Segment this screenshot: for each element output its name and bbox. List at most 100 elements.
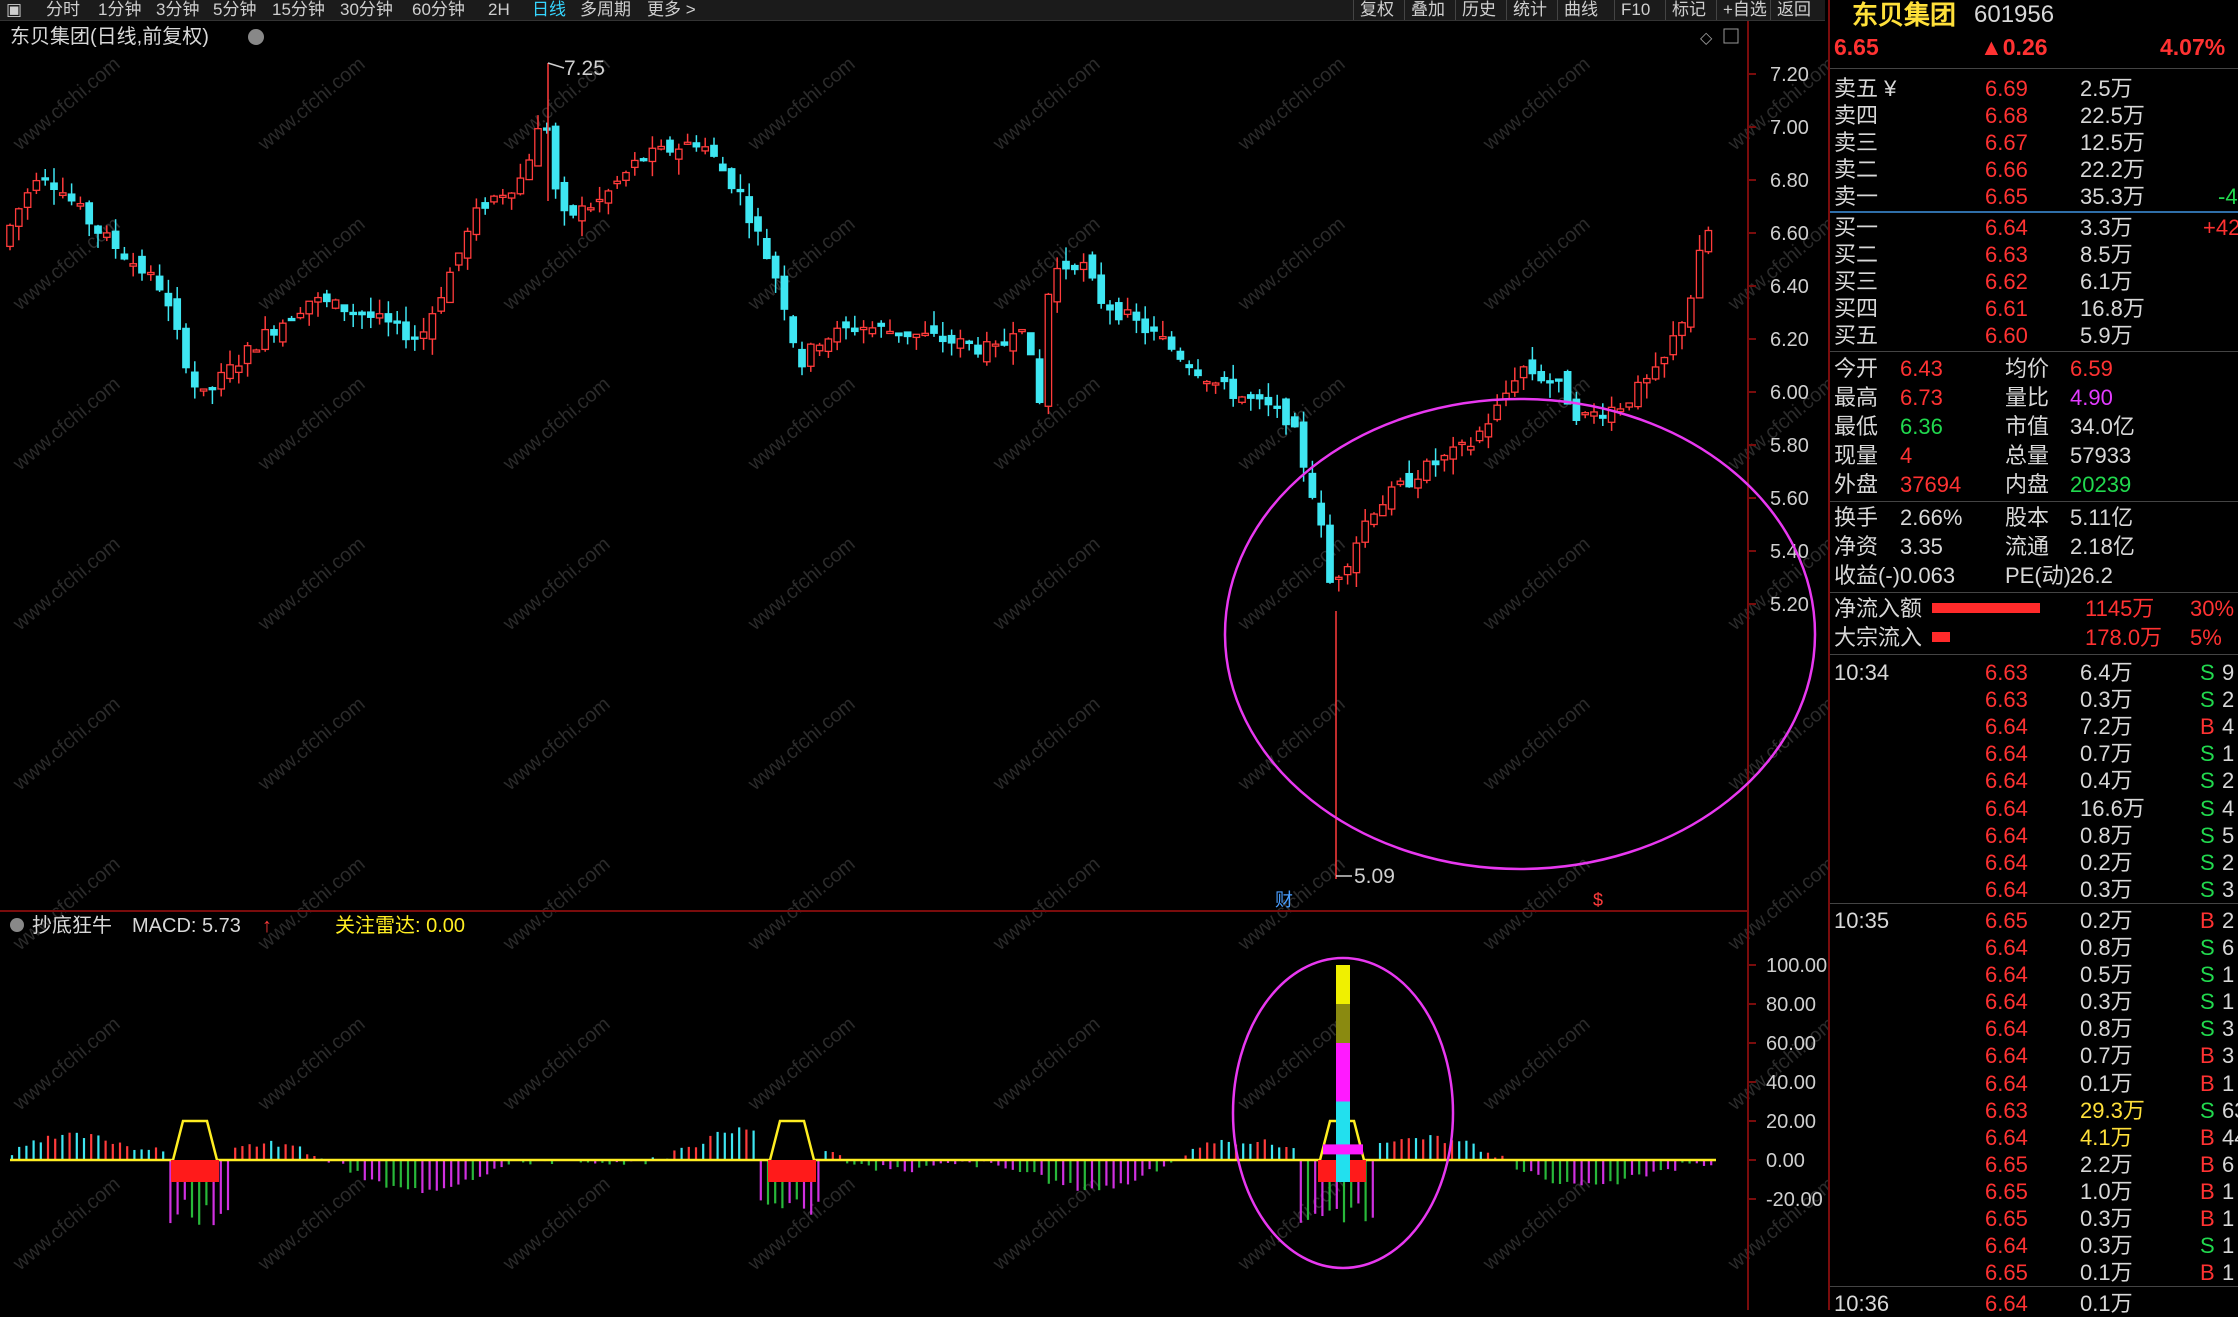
watermark-text: www.cfchi.com <box>988 853 1104 956</box>
period-tab-8[interactable]: 日线 <box>532 0 566 19</box>
period-tab-9[interactable]: 多周期 <box>580 0 631 19</box>
period-tab-1[interactable]: 1分钟 <box>98 0 142 19</box>
candle-body <box>850 327 859 333</box>
candle-body <box>1220 376 1229 383</box>
indicator-tick-1: 80.00 <box>1766 994 1816 1016</box>
candle-body <box>428 313 437 340</box>
last-price: 6.65 <box>1834 34 1879 60</box>
candle-body <box>1519 366 1528 379</box>
toolbar-button-5[interactable]: F10 <box>1614 0 1656 20</box>
period-tab-6[interactable]: 60分钟 <box>412 0 465 19</box>
candle-body <box>604 190 613 204</box>
finance-marker[interactable]: 财 <box>1275 890 1293 910</box>
stat-row: 换手 2.66% 股本 5.11亿 <box>1834 505 2134 530</box>
watermark-text: www.cfchi.com <box>253 853 369 956</box>
indicator-settings-icon[interactable] <box>10 918 24 932</box>
tick-row: 6.65 1.0万 B 1 <box>1985 1178 2235 1204</box>
candle-body <box>1642 377 1651 384</box>
candle-body <box>1475 430 1484 442</box>
stock-name: 东贝集团 <box>1852 0 1957 30</box>
candle-body <box>903 331 912 338</box>
candle-body <box>1554 378 1563 382</box>
indicator-tick-2: 60.00 <box>1766 1033 1816 1055</box>
radar-bar-cyan <box>1336 1101 1350 1182</box>
candle-body <box>1343 565 1352 576</box>
toolbar-button-0[interactable]: 复权 <box>1353 0 1400 20</box>
price-tick-9: 5.40 <box>1770 541 1809 563</box>
candle-body <box>1290 416 1299 428</box>
grid-lines <box>1748 73 1756 605</box>
watermark-text: www.cfchi.com <box>1233 213 1349 316</box>
price-tick-10: 5.20 <box>1770 594 1809 616</box>
bid-row: 买五 6.60 5.9万 <box>1834 323 2133 348</box>
toolbar-button-2[interactable]: 历史 <box>1455 0 1502 20</box>
watermark-text: www.cfchi.com <box>8 53 124 156</box>
candle-body <box>692 142 701 148</box>
kline-chart[interactable]: www.cfchi.com www.cfchi.com www.cfchi.com w… <box>0 21 1828 1310</box>
period-tab-10[interactable]: 更多 > <box>647 0 696 19</box>
chart-title: 东贝集团(日线,前复权) <box>10 25 209 48</box>
toolbar-button-4[interactable]: 曲线 <box>1557 0 1604 20</box>
candle-body <box>1123 309 1132 316</box>
period-tab-7[interactable]: 2H <box>488 0 510 19</box>
toolbar-button-3[interactable]: 统计 <box>1506 0 1553 20</box>
tick-row: 6.65 0.3万 B 1 <box>1985 1206 2235 1231</box>
candle-body <box>1150 326 1158 332</box>
candle-body <box>402 321 410 341</box>
toolbar-button-7[interactable]: +自选 <box>1716 0 1773 20</box>
toolbar-button-6[interactable]: 标记 <box>1665 0 1712 20</box>
settings-icon[interactable] <box>248 29 264 45</box>
watermark-text: www.cfchi.com <box>253 533 369 636</box>
indicator-axis: 100.00 80.00 60.00 40.00 20.00 0.00 -20.00 <box>1748 955 1827 1211</box>
period-tab-3[interactable]: 5分钟 <box>213 0 257 19</box>
candle-body <box>886 330 894 335</box>
menu-icon[interactable]: ▣ <box>6 0 23 19</box>
period-tab-5[interactable]: 30分钟 <box>340 0 393 19</box>
tick-row: 6.65 0.1万 B 1 <box>1985 1260 2235 1286</box>
quote-panel: 东贝集团 601956 6.65 ▲0.26 4.07% 卖五 ¥6.69 2.5… <box>1828 0 2238 1316</box>
watermark-text: www.cfchi.com <box>1723 853 1828 956</box>
price-tick-0: 7.20 <box>1770 64 1809 86</box>
candle-body <box>683 141 692 145</box>
candle-body <box>507 192 516 199</box>
toolbar-button-1[interactable]: 叠加 <box>1404 0 1451 20</box>
candle-body <box>331 299 340 309</box>
toolbar-button-8[interactable]: 返回 <box>1770 0 1817 20</box>
watermark-text: www.cfchi.com <box>743 693 859 796</box>
event-marker[interactable]: $ <box>1593 890 1603 910</box>
candle-body <box>1695 249 1704 299</box>
window-icon[interactable] <box>1723 28 1739 44</box>
candle-body <box>1299 421 1308 468</box>
candle-body <box>208 387 217 391</box>
candle-body <box>1273 405 1282 409</box>
watermark-text: www.cfchi.com <box>743 53 859 156</box>
candle-body <box>23 192 32 209</box>
candle-body <box>1449 446 1458 460</box>
period-tab-0[interactable]: 分时 <box>46 0 80 19</box>
candle-body <box>868 327 877 335</box>
candle-body <box>6 224 14 248</box>
watermark-text: www.cfchi.com <box>1478 53 1594 156</box>
candle-body <box>569 205 578 216</box>
indicator-tick-0: 100.00 <box>1766 955 1827 977</box>
candle-body <box>120 253 129 260</box>
candle-body <box>472 207 481 236</box>
candle-body <box>956 338 965 349</box>
indicator-tick-3: 40.00 <box>1766 1072 1816 1094</box>
price-tick-5: 6.20 <box>1770 329 1809 351</box>
diamond-icon[interactable]: ◇ <box>1700 30 1713 47</box>
price-tick-7: 5.80 <box>1770 435 1809 457</box>
candle-body <box>146 271 155 276</box>
watermark-text: www.cfchi.com <box>743 1013 859 1116</box>
low-label: 5.09 <box>1354 865 1395 888</box>
candle-body <box>498 194 507 199</box>
period-tab-2[interactable]: 3分钟 <box>156 0 200 19</box>
tick-row: 6.64 0.7万 S 1 <box>1985 741 2235 767</box>
candle-body <box>67 193 76 202</box>
stat-row: 净资 3.35 流通 2.18亿 <box>1834 534 2135 559</box>
stat-row: 最低 6.36 市值 34.0亿 <box>1834 414 2135 439</box>
period-tab-4[interactable]: 15分钟 <box>272 0 325 19</box>
candle-body <box>1326 524 1334 583</box>
tick-row: 6.64 0.5万 S 1 <box>1985 962 2235 988</box>
